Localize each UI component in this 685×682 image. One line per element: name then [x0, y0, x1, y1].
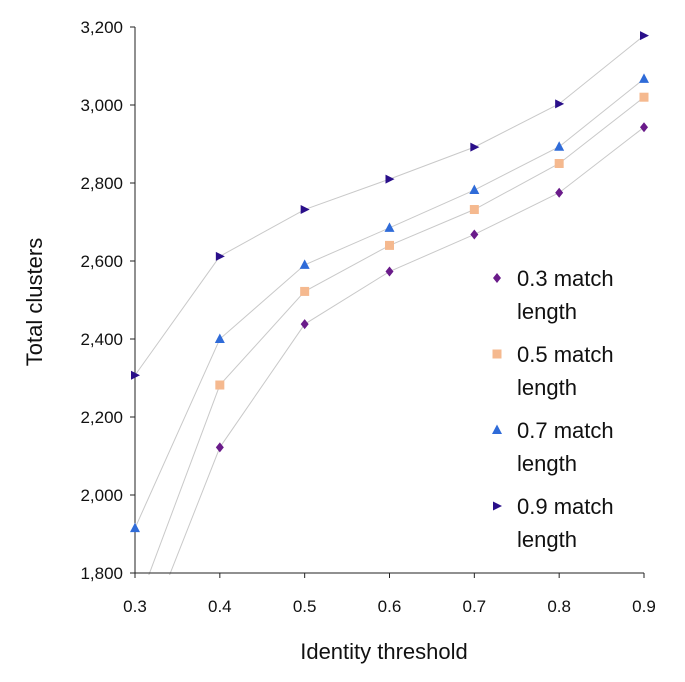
x-tick-label: 0.5: [293, 597, 317, 616]
data-point: [640, 122, 648, 133]
data-point: [215, 251, 225, 261]
data-point: [131, 370, 140, 380]
y-tick-label: 3,200: [80, 18, 123, 37]
y-axis-label: Total clusters: [22, 238, 47, 366]
y-tick-label: 3,000: [80, 96, 123, 115]
y-tick-label: 2,800: [80, 174, 123, 193]
data-point: [384, 222, 395, 232]
legend-entry: 0.3 match length: [517, 266, 614, 324]
legend-marker: [493, 501, 502, 511]
x-tick-label: 0.3: [123, 597, 147, 616]
legend-entry: 0.7 match length: [517, 418, 614, 476]
y-tick-label: 2,200: [80, 408, 123, 427]
data-point: [385, 266, 394, 277]
data-point: [130, 522, 140, 533]
x-tick-label: 0.4: [208, 597, 232, 616]
data-point: [215, 442, 224, 453]
data-point: [469, 184, 480, 195]
data-point: [640, 31, 649, 41]
data-point: [639, 92, 649, 102]
data-point: [300, 286, 310, 296]
x-tick-label: 0.6: [378, 597, 402, 616]
y-tick-label: 1,800: [80, 564, 123, 583]
legend-marker: [492, 424, 502, 434]
legend: 0.3 match length 0.5 match length 0.7 match l…: [483, 253, 645, 565]
data-point: [554, 159, 564, 168]
data-point: [470, 229, 479, 240]
data-point: [300, 319, 309, 330]
legend-entry: 0.5 match length: [517, 342, 614, 400]
data-point: [469, 205, 479, 215]
data-point: [639, 73, 649, 83]
data-point: [470, 142, 480, 152]
y-tick-label: 2,000: [80, 486, 123, 505]
x-tick-label: 0.8: [547, 597, 571, 616]
legend-entry: 0.9 match length: [517, 494, 614, 552]
y-tick-label: 2,400: [80, 330, 123, 349]
data-point: [300, 205, 310, 215]
x-tick-label: 0.7: [463, 597, 487, 616]
legend-marker: [492, 349, 502, 359]
data-point: [554, 141, 565, 151]
data-point: [555, 187, 564, 198]
x-tick-label: 0.9: [632, 597, 656, 616]
legend-marker: [493, 273, 501, 283]
data-point: [555, 99, 565, 109]
data-point: [215, 380, 225, 390]
data-point: [214, 333, 225, 343]
data-point: [385, 240, 394, 250]
data-point: [385, 174, 395, 184]
data-point: [299, 259, 310, 269]
legend-background: [483, 253, 645, 565]
x-axis-label: Identity threshold: [300, 639, 468, 664]
y-tick-label: 2,600: [80, 252, 123, 271]
